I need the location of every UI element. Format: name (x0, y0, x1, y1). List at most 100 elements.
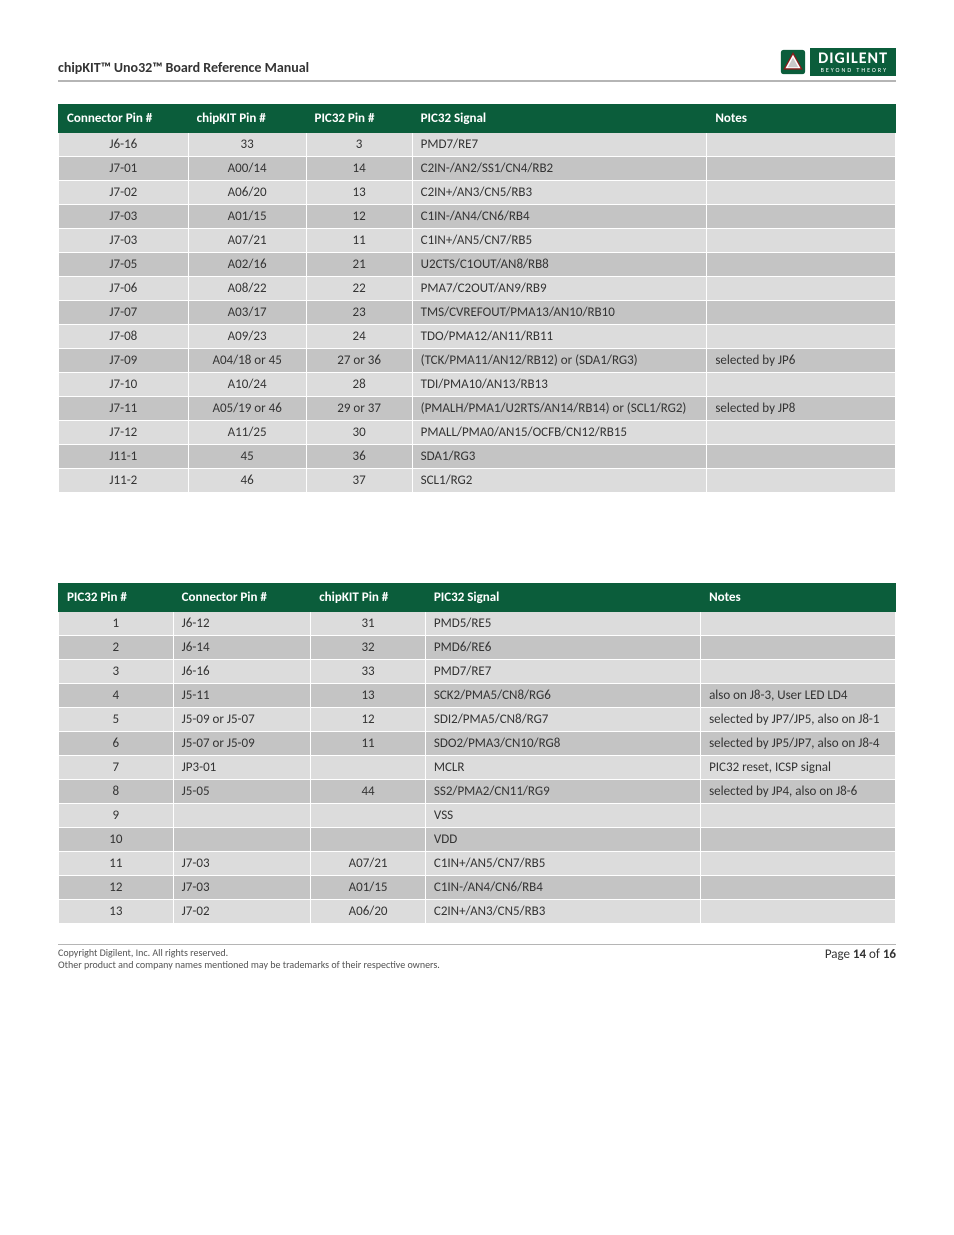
page-header: chipKIT™ Uno32™ Board Reference Manual D… (58, 48, 896, 82)
table-cell: 36 (306, 445, 412, 469)
table-cell: J7-06 (59, 277, 189, 301)
table-cell (173, 828, 311, 852)
table-cell: J11-1 (59, 445, 189, 469)
table-cell: J5-11 (173, 684, 311, 708)
table-cell (701, 804, 896, 828)
table-row: J7-07A03/1723TMS/CVREFOUT/PMA13/AN10/RB1… (59, 301, 896, 325)
table-cell: 13 (59, 900, 174, 924)
table-cell: J6-14 (173, 636, 311, 660)
table-cell: 23 (306, 301, 412, 325)
table-cell: J5-09 or J5-07 (173, 708, 311, 732)
table-cell: A00/14 (188, 157, 306, 181)
table-cell: selected by JP8 (707, 397, 896, 421)
table-row: J11-14536SDA1/RG3 (59, 445, 896, 469)
table-cell: VSS (425, 804, 700, 828)
table-cell (707, 277, 896, 301)
table-cell (707, 301, 896, 325)
th-pic32-signal: PIC32 Signal (425, 584, 700, 612)
footer-legal: Copyright Digilent, Inc. All rights rese… (58, 947, 440, 971)
table-cell: J7-03 (59, 229, 189, 253)
table-row: 12J7-03A01/15C1IN-/AN4/CN6/RB4 (59, 876, 896, 900)
table-cell: 10 (59, 828, 174, 852)
table-cell: PMD5/RE5 (425, 612, 700, 636)
table-row: J7-06A08/2222PMA7/C2OUT/AN9/RB9 (59, 277, 896, 301)
table-cell: 29 or 37 (306, 397, 412, 421)
table-cell: 27 or 36 (306, 349, 412, 373)
table-cell: J7-03 (173, 876, 311, 900)
table-cell: 13 (306, 181, 412, 205)
digilent-logo-icon (780, 49, 806, 75)
table-cell: J5-05 (173, 780, 311, 804)
table-cell: J6-12 (173, 612, 311, 636)
table-cell: C2IN-/AN2/SS1/CN4/RB2 (412, 157, 707, 181)
table-cell (701, 900, 896, 924)
table-cell: J7-09 (59, 349, 189, 373)
table-cell: 2 (59, 636, 174, 660)
table-cell: 24 (306, 325, 412, 349)
table-cell: J7-01 (59, 157, 189, 181)
table-row: J7-09A04/18 or 4527 or 36(TCK/PMA11/AN12… (59, 349, 896, 373)
table-row: 3J6-1633PMD7/RE7 (59, 660, 896, 684)
th-chipkit-pin: chipKIT Pin # (311, 584, 426, 612)
table-cell: SCL1/RG2 (412, 469, 707, 493)
table-cell: 11 (306, 229, 412, 253)
th-pic32-signal: PIC32 Signal (412, 105, 707, 133)
table-cell: 1 (59, 612, 174, 636)
table-row: J11-24637SCL1/RG2 (59, 469, 896, 493)
table-cell: C1IN-/AN4/CN6/RB4 (425, 876, 700, 900)
table-row: 6J5-07 or J5-0911SDO2/PMA3/CN10/RG8selec… (59, 732, 896, 756)
table-cell (701, 612, 896, 636)
table-row: 10 VDD (59, 828, 896, 852)
table-cell: A08/22 (188, 277, 306, 301)
table-row: 2J6-1432PMD6/RE6 (59, 636, 896, 660)
table-cell (311, 804, 426, 828)
table-row: J7-02A06/2013C2IN+/AN3/CN5/RB3 (59, 181, 896, 205)
table-cell (707, 373, 896, 397)
table-cell: PIC32 reset, ICSP signal (701, 756, 896, 780)
pinout-table-connector-sorted: Connector Pin # chipKIT Pin # PIC32 Pin … (58, 104, 896, 493)
table-cell (701, 660, 896, 684)
table-row: 9VSS (59, 804, 896, 828)
table-cell: 5 (59, 708, 174, 732)
table-cell: J7-02 (173, 900, 311, 924)
table-cell: MCLR (425, 756, 700, 780)
table-cell (707, 157, 896, 181)
table-cell: VDD (425, 828, 700, 852)
table-cell: J6-16 (59, 133, 189, 157)
table-cell: 33 (311, 660, 426, 684)
table-row: 4J5-1113SCK2/PMA5/CN8/RG6also on J8-3, U… (59, 684, 896, 708)
th-connector-pin: Connector Pin # (59, 105, 189, 133)
page-of: of (866, 947, 883, 962)
table-cell: A11/25 (188, 421, 306, 445)
th-connector-pin: Connector Pin # (173, 584, 311, 612)
table-cell: selected by JP5/JP7, also on J8-4 (701, 732, 896, 756)
table-cell: C1IN-/AN4/CN6/RB4 (412, 205, 707, 229)
table-cell (707, 469, 896, 493)
table-cell: also on J8-3, User LED LD4 (701, 684, 896, 708)
page-total: 16 (883, 947, 896, 962)
pinout-table-pic32-sorted: PIC32 Pin # Connector Pin # chipKIT Pin … (58, 583, 896, 924)
table-cell: (PMALH/PMA1/U2RTS/AN14/RB14) or (SCL1/RG… (412, 397, 707, 421)
table-cell (707, 253, 896, 277)
table-cell: SDI2/PMA5/CN8/RG7 (425, 708, 700, 732)
table-cell: TDO/PMA12/AN11/RB11 (412, 325, 707, 349)
digilent-logo-text: DIGILENT BEYOND THEORY (810, 48, 896, 76)
digilent-logo: DIGILENT BEYOND THEORY (780, 48, 896, 76)
table-cell: C1IN+/AN5/CN7/RB5 (425, 852, 700, 876)
table-cell: SDO2/PMA3/CN10/RG8 (425, 732, 700, 756)
table-cell: 4 (59, 684, 174, 708)
table-cell: J7-02 (59, 181, 189, 205)
table-cell (707, 133, 896, 157)
table-row: 11J7-03A07/21C1IN+/AN5/CN7/RB5 (59, 852, 896, 876)
table-cell (707, 421, 896, 445)
table-cell: J7-03 (173, 852, 311, 876)
table-cell: A06/20 (188, 181, 306, 205)
table-cell: 11 (311, 732, 426, 756)
table-cell: 45 (188, 445, 306, 469)
table-cell: U2CTS/C1OUT/AN8/RB8 (412, 253, 707, 277)
table-cell (311, 756, 426, 780)
table-cell: PMALL/PMA0/AN15/OCFB/CN12/RB15 (412, 421, 707, 445)
table-cell: SDA1/RG3 (412, 445, 707, 469)
table-cell: A03/17 (188, 301, 306, 325)
page-footer: Copyright Digilent, Inc. All rights rese… (58, 944, 896, 971)
